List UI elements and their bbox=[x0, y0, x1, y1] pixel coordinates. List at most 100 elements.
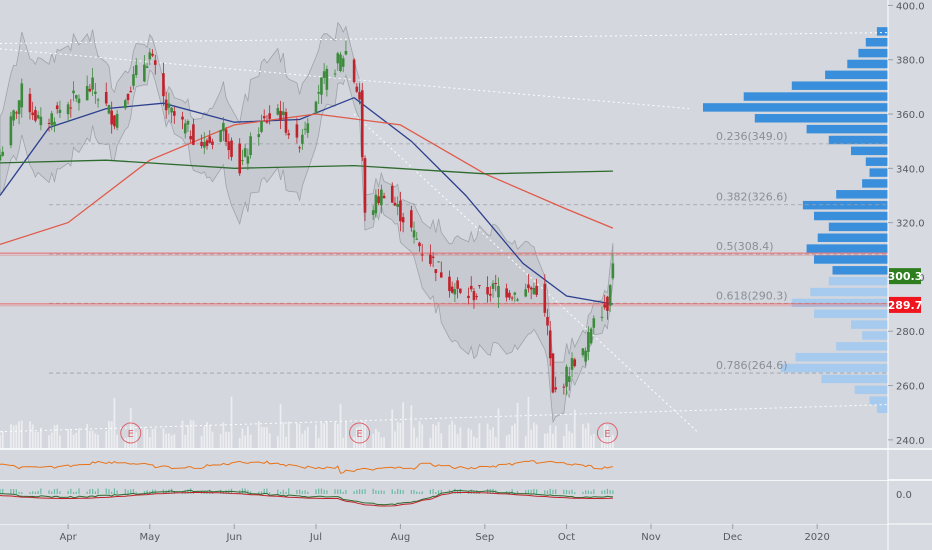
volume-bar bbox=[189, 420, 192, 448]
fibonacci-levels: 0.236(349.0) 0.382(326.6) 0.5(308.4) 0.618(… bbox=[49, 130, 888, 374]
volume-bar bbox=[9, 424, 12, 448]
volume-bar bbox=[573, 409, 576, 448]
candle-body bbox=[592, 318, 596, 328]
macd-pane[interactable] bbox=[0, 481, 888, 524]
macd-histogram-bar bbox=[244, 488, 246, 494]
candle-body bbox=[200, 141, 203, 147]
volume-bar bbox=[39, 427, 42, 448]
macd-histogram-bar bbox=[127, 490, 129, 494]
volume-bar bbox=[12, 425, 15, 448]
volume-bar bbox=[603, 423, 606, 448]
macd-histogram-bar bbox=[250, 491, 252, 494]
macd-histogram-bar bbox=[135, 491, 137, 494]
macd-histogram-bar bbox=[337, 489, 339, 494]
candle-body bbox=[415, 238, 419, 240]
candle-body bbox=[148, 52, 152, 60]
candle-body bbox=[322, 71, 326, 78]
volume-bar bbox=[391, 409, 394, 448]
candle-body bbox=[192, 124, 195, 145]
candle-body bbox=[124, 100, 127, 109]
candle-body bbox=[153, 60, 157, 65]
candle-body bbox=[516, 299, 519, 301]
earnings-marker[interactable] bbox=[596, 422, 618, 444]
earnings-marker[interactable] bbox=[349, 422, 371, 444]
macd-histogram-bar bbox=[470, 489, 472, 494]
candle-body bbox=[268, 113, 271, 119]
candle-body bbox=[508, 292, 511, 298]
price-tick-label: 280.0 bbox=[896, 327, 925, 338]
bollinger-band-area bbox=[0, 21, 614, 424]
volume-bar bbox=[456, 434, 459, 448]
volume-bar bbox=[94, 433, 97, 448]
volume-bar bbox=[396, 421, 399, 448]
volume-bar bbox=[355, 427, 358, 448]
macd-histogram-bar bbox=[399, 489, 402, 494]
candle-body bbox=[546, 316, 549, 326]
macd-histogram-bar bbox=[574, 492, 576, 494]
volume-profile bbox=[703, 27, 888, 414]
macd-histogram-bar bbox=[323, 489, 325, 494]
volume-profile-bar bbox=[832, 266, 888, 275]
macd-histogram-bar bbox=[516, 490, 519, 494]
volume-bar bbox=[37, 431, 40, 448]
candle-body bbox=[360, 90, 364, 158]
macd-histogram-bar bbox=[394, 491, 396, 494]
price-tag bbox=[889, 296, 921, 313]
macd-histogram-bar bbox=[555, 489, 557, 494]
macd-histogram-bar bbox=[334, 489, 336, 494]
volume-bar bbox=[31, 424, 34, 448]
macd-histogram-bar bbox=[552, 489, 554, 494]
macd-histogram-bar bbox=[514, 492, 516, 494]
candle-body bbox=[510, 297, 514, 299]
candle-body bbox=[31, 112, 34, 116]
candle-body bbox=[524, 289, 528, 297]
volume-bar bbox=[399, 422, 402, 448]
volume-bar bbox=[170, 435, 173, 448]
volume-bar bbox=[154, 428, 157, 448]
candle-body bbox=[243, 148, 247, 157]
volume-profile-bar bbox=[828, 135, 888, 145]
volume-bar bbox=[15, 424, 18, 448]
volume-bar bbox=[219, 433, 222, 448]
macd-histogram-bar bbox=[247, 489, 249, 494]
volume-bar bbox=[110, 421, 113, 448]
macd-histogram-bar bbox=[375, 490, 377, 494]
candle-body bbox=[107, 105, 111, 114]
macd-histogram-bar bbox=[13, 489, 15, 494]
candle-body bbox=[113, 115, 116, 127]
candle-body bbox=[535, 285, 538, 295]
volume-profile-bar bbox=[862, 179, 888, 188]
rsi-pane[interactable] bbox=[0, 450, 888, 480]
volume-bar bbox=[105, 430, 108, 448]
time-tick-label: Oct bbox=[558, 532, 575, 543]
volume-bar bbox=[418, 421, 421, 448]
oscillator-tick-label: 0.0 bbox=[896, 490, 912, 501]
macd-histogram-bar bbox=[356, 489, 358, 494]
rsi-line bbox=[0, 460, 613, 474]
volume-bar bbox=[402, 402, 405, 448]
candle-body bbox=[486, 286, 489, 295]
candle-body bbox=[418, 242, 421, 247]
volume-bar bbox=[486, 423, 489, 448]
volume-bar bbox=[584, 428, 587, 448]
volume-bar bbox=[56, 424, 59, 448]
volume-bar bbox=[285, 436, 287, 448]
volume-bar bbox=[263, 427, 266, 448]
candle-body bbox=[448, 276, 451, 292]
candle-body bbox=[551, 353, 555, 393]
volume-bar bbox=[208, 424, 211, 448]
candle-body bbox=[529, 287, 533, 290]
volume-bar bbox=[211, 431, 214, 448]
volume-bar bbox=[53, 425, 56, 448]
macd-histogram-bar bbox=[440, 489, 442, 494]
candle-body bbox=[189, 136, 192, 140]
earnings-marker[interactable] bbox=[120, 422, 142, 444]
candle-body bbox=[129, 91, 133, 93]
volume-bar bbox=[511, 425, 513, 448]
volume-bar bbox=[451, 420, 454, 448]
time-axis[interactable]: Apr May Jun Jul Aug Sep Oct Nov Dec 2020 bbox=[59, 524, 830, 543]
volume-bar bbox=[108, 421, 110, 448]
volume-bar bbox=[494, 436, 497, 448]
volume-bar bbox=[325, 421, 328, 448]
